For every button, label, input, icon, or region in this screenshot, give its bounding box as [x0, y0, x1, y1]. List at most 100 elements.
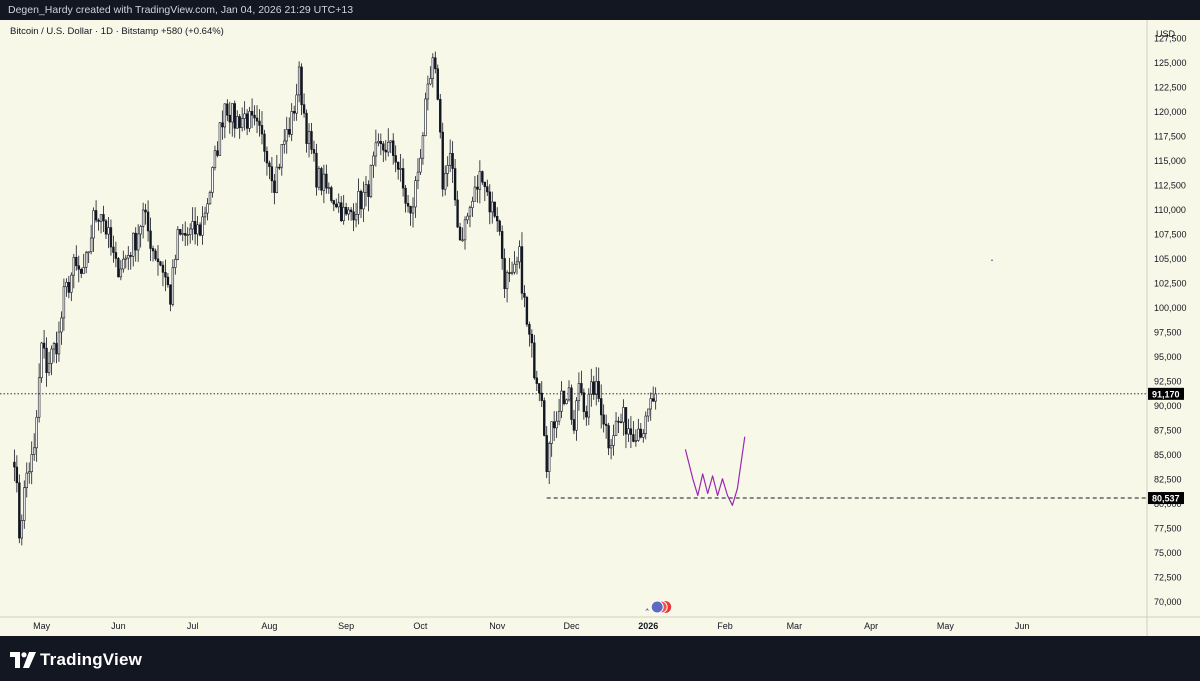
price-tick-label: 102,500	[1154, 278, 1187, 288]
candle-body	[392, 140, 395, 156]
candle-body	[468, 207, 472, 217]
candle-body	[575, 400, 578, 431]
candle-body	[448, 153, 452, 166]
candle-body	[208, 192, 212, 205]
candle-body	[654, 393, 657, 402]
time-tick-label: Oct	[413, 621, 428, 631]
candle-body	[216, 150, 219, 156]
candle-body	[218, 122, 222, 156]
candle-body	[590, 381, 593, 395]
candle-body	[570, 387, 573, 420]
candle-body	[20, 520, 24, 539]
candle-body	[166, 276, 170, 286]
candle-body	[439, 99, 442, 133]
price-tick-label: 97,500	[1154, 327, 1182, 337]
candle-body	[557, 410, 561, 422]
candle-body	[240, 118, 244, 129]
candle-body	[372, 155, 375, 166]
candle-body	[456, 199, 459, 228]
candle-body	[80, 269, 83, 274]
candle-body	[307, 131, 311, 144]
candle-body	[545, 435, 548, 472]
candle-body	[196, 224, 199, 235]
candle-body	[510, 271, 514, 274]
candle-body	[42, 342, 46, 349]
attribution-text: Degen_Hardy created with TradingView.com…	[8, 4, 354, 16]
price-tick-label: 75,000	[1154, 548, 1182, 558]
candle-body	[151, 248, 155, 252]
flag-icon[interactable]	[650, 600, 664, 614]
candle-body	[258, 120, 261, 126]
candle-body	[607, 425, 610, 449]
sparkle-icon	[645, 608, 650, 611]
candle-body	[92, 210, 95, 239]
candle-body	[188, 228, 192, 235]
candle-body	[461, 239, 464, 242]
price-tick-label: 117,500	[1154, 131, 1186, 141]
candle-body	[161, 264, 165, 273]
candle-body	[622, 407, 625, 423]
candle-body	[322, 173, 326, 191]
candlestick-chart[interactable]: Bitcoin / U.S. Dollar · 1D · Bitstamp +5…	[0, 20, 1200, 636]
candle-body	[619, 421, 623, 424]
candle-body	[379, 141, 383, 145]
candle-body	[176, 229, 179, 260]
candle-body	[419, 157, 422, 173]
candle-body	[332, 200, 335, 205]
candle-body	[629, 428, 633, 435]
candle-body	[260, 125, 264, 135]
tradingview-wordmark: TradingView	[40, 650, 143, 669]
candle-body	[354, 214, 358, 221]
candle-body	[270, 166, 274, 182]
candle-body	[114, 252, 118, 259]
price-tick-label: 90,000	[1154, 401, 1182, 411]
candle-body	[453, 168, 457, 201]
candle-body	[562, 390, 566, 404]
candle-body	[476, 186, 479, 190]
tradingview-logo: TradingView	[10, 650, 142, 670]
candle-body	[493, 201, 496, 217]
candle-body	[169, 284, 172, 305]
time-tick-label: Jul	[187, 621, 199, 631]
candle-body	[503, 258, 506, 290]
candle-body	[250, 111, 254, 116]
candle-body	[149, 230, 152, 249]
candle-body	[55, 343, 58, 355]
candle-body	[228, 114, 231, 123]
candle-body	[515, 261, 519, 265]
candle-body	[325, 173, 328, 189]
candle-body	[446, 165, 449, 174]
price-tick-label: 115,000	[1154, 156, 1186, 166]
candle-body	[255, 117, 259, 122]
candle-body	[520, 246, 524, 294]
candle-body	[288, 129, 291, 135]
candle-body	[540, 392, 543, 401]
candle-body	[389, 140, 392, 143]
candle-body	[367, 184, 370, 197]
candle-body	[436, 68, 439, 100]
candle-body	[129, 255, 132, 257]
price-tick-label: 70,000	[1154, 597, 1182, 607]
candle-body	[530, 333, 534, 344]
candle-body	[213, 150, 217, 168]
freehand-drawing[interactable]	[684, 436, 746, 506]
chart-area[interactable]: Bitcoin / U.S. Dollar · 1D · Bitstamp +5…	[0, 20, 1200, 636]
candle-body	[297, 66, 301, 96]
candle-body	[466, 215, 469, 221]
candle-body	[300, 66, 303, 105]
candle-body	[429, 78, 432, 85]
candle-body	[25, 472, 28, 488]
candle-body	[488, 191, 491, 213]
candle-body	[174, 259, 177, 268]
candle-body	[62, 286, 66, 319]
candle-body	[253, 114, 256, 119]
price-tick-label: 125,000	[1154, 58, 1187, 68]
candle-body	[431, 57, 435, 79]
candle-body	[555, 420, 558, 429]
candle-body	[206, 203, 209, 214]
candle-body	[57, 331, 61, 355]
candle-body	[317, 168, 321, 188]
candle-body	[243, 113, 246, 119]
candle-body	[107, 227, 110, 235]
candle-body	[533, 342, 536, 379]
